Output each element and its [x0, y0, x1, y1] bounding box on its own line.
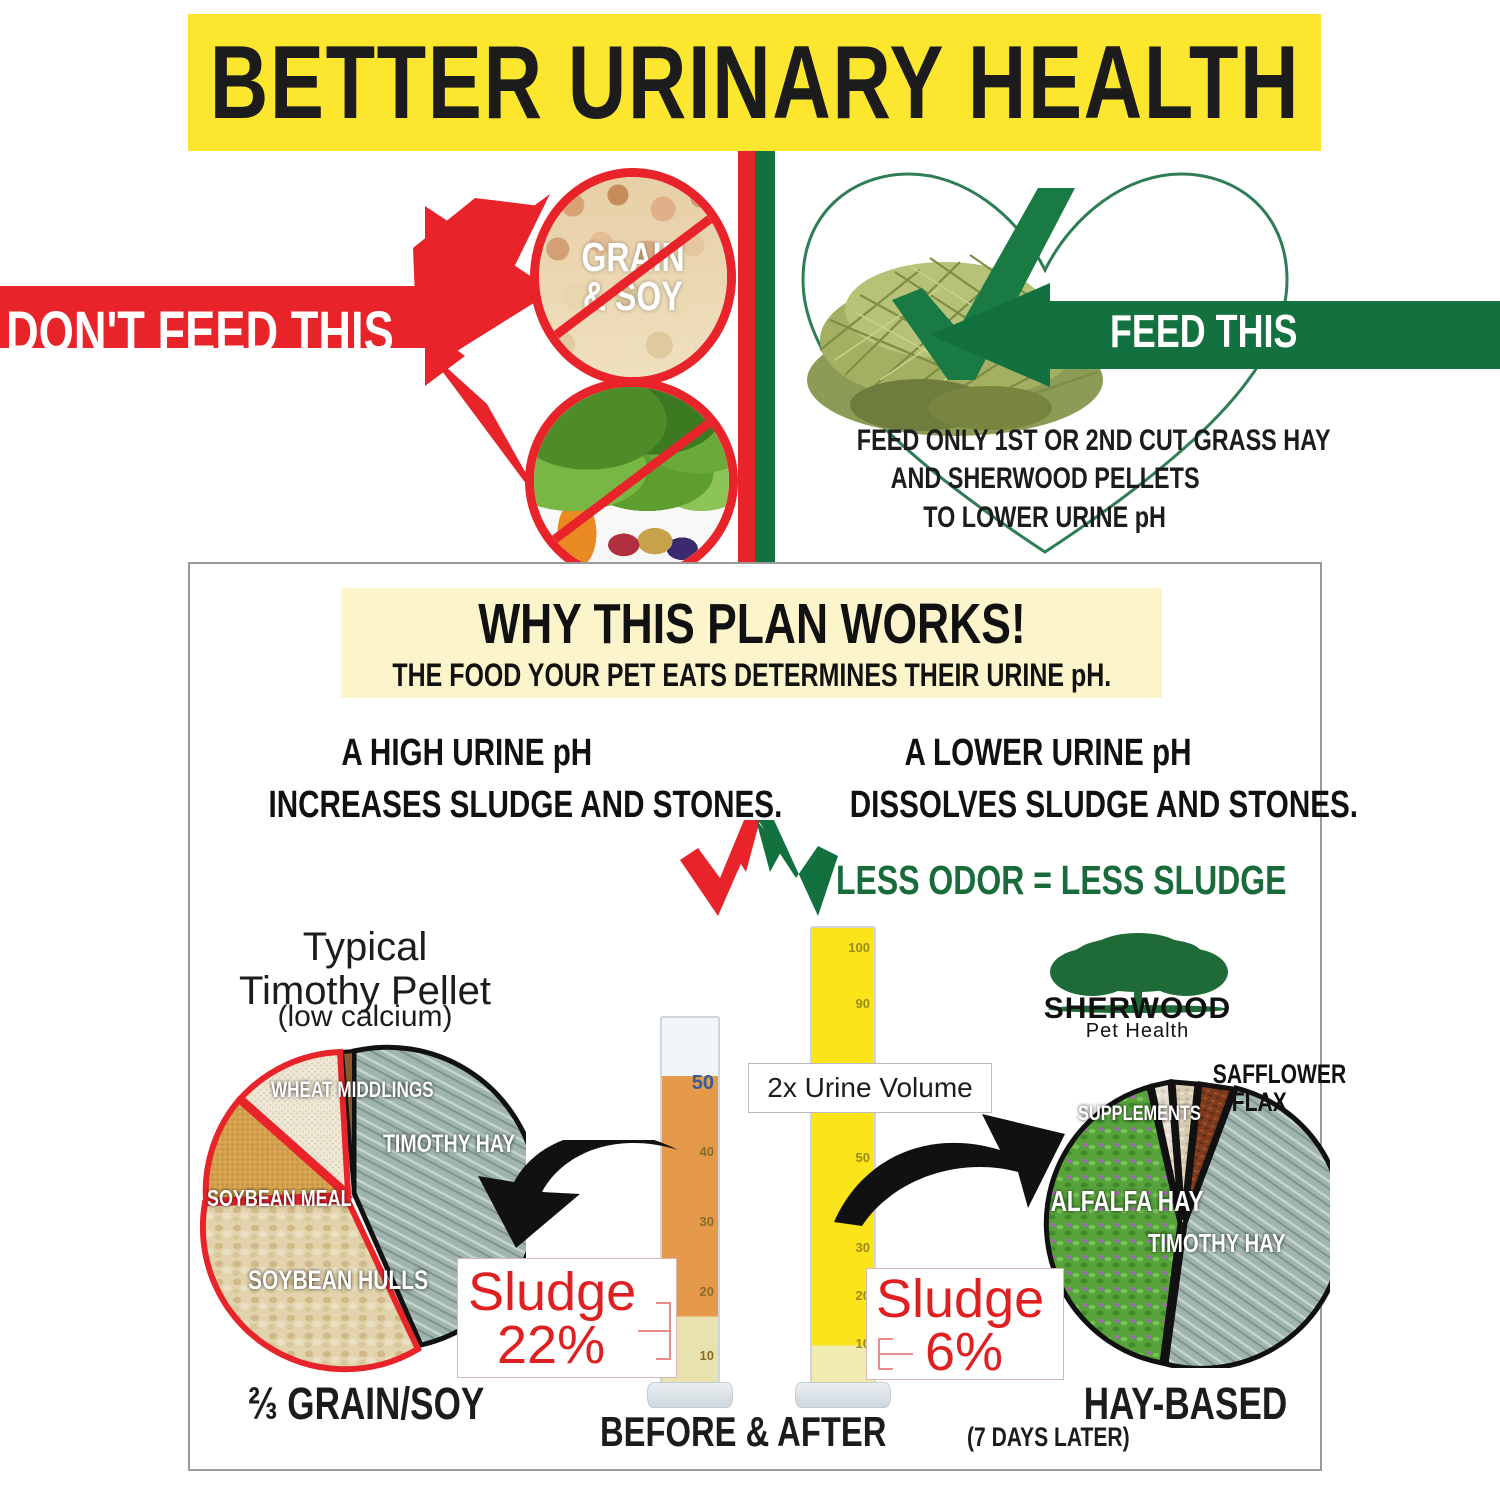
sludge-before-percent: 22%: [497, 1315, 606, 1375]
safflower-text: SAFFLOWER: [1212, 1059, 1347, 1089]
timothy-hay-left-text: TIMOTHY HAY: [383, 1130, 516, 1158]
brand-name: SHERWOOD: [1043, 992, 1232, 1025]
soybean-hulls-text: SOYBEAN HULLS: [248, 1265, 429, 1295]
pie-label-alfalfa-hay: ALFALFA HAY: [1029, 1186, 1204, 1219]
high-ph-line-2: INCREASES SLUDGE AND STONES.: [268, 783, 783, 826]
feed-this-label: FEED THIS: [1110, 301, 1410, 361]
page-title: BETTER URINARY HEALTH: [209, 24, 1300, 141]
left-chart-title: Typical Timothy Pellet: [200, 925, 530, 1013]
pie-label-timothy-hay-right: TIMOTHY HAY: [1148, 1228, 1324, 1259]
no-grain-soy-circle: GRAIN & SOY: [530, 168, 736, 386]
pie-label-safflower-flax: SAFFLOWER FLAX: [1194, 1060, 1346, 1118]
dont-feed-arrow-icon: [0, 194, 553, 516]
dont-feed-label: DON'T FEED THIS: [6, 297, 426, 367]
sludge-after-word: Sludge: [876, 1269, 1045, 1329]
flax-text: FLAX: [1231, 1087, 1287, 1118]
dont-feed-text: DON'T FEED THIS: [6, 299, 394, 365]
sherwood-tree-logo-icon: [1048, 933, 1228, 1013]
grain-soy-footer-text: ⅔ GRAIN/SOY: [247, 1378, 484, 1429]
high-ph-line-1: A HIGH URINE pH: [341, 732, 593, 774]
header-banner: BETTER URINARY HEALTH: [188, 14, 1321, 151]
wheat-middlings-text: WHEAT MIDDLINGS: [270, 1077, 434, 1102]
less-odor-statement: LESS ODOR = LESS SLUDGE: [836, 857, 1316, 904]
sludge-after-percent: 6%: [925, 1322, 1004, 1382]
left-chart-subtitle: (low calcium): [277, 1000, 453, 1033]
urine-volume-label: 2x Urine Volume: [748, 1063, 992, 1113]
before-after-caption: BEFORE & AFTER (7 DAYS LATER): [600, 1408, 1130, 1456]
low-ph-statement: A LOWER URINE pH DISSOLVES SLUDGE AND ST…: [778, 728, 1358, 831]
before-after-note-text: (7 DAYS LATER): [967, 1422, 1130, 1452]
curved-arrow-left-icon: [478, 1140, 678, 1248]
no-vegetables-circle: [525, 378, 738, 584]
feed-this-text: FEED THIS: [1110, 305, 1298, 357]
feed-note-line-2: AND SHERWOOD PELLETS: [890, 462, 1200, 496]
down-arrow-red-icon: [680, 820, 760, 916]
right-chart-footer: HAY-BASED: [1040, 1378, 1330, 1430]
left-chart-title-line-1: Typical: [302, 925, 428, 969]
sludge-before-callout-box: [457, 1258, 677, 1378]
feed-note: FEED ONLY 1ST OR 2ND CUT GRASS HAY AND S…: [790, 422, 1331, 537]
cylinder-base: [795, 1382, 891, 1408]
high-ph-statement: A HIGH URINE pH INCREASES SLUDGE AND STO…: [196, 728, 782, 831]
pie-label-soybean-meal: SOYBEAN MEAL: [207, 1185, 392, 1212]
sludge-after-callout-box: [866, 1268, 1064, 1380]
why-banner-subtitle: THE FOOD YOUR PET EATS DETERMINES THEIR …: [392, 656, 1111, 693]
low-ph-line-1: A LOWER URINE pH: [904, 732, 1192, 774]
alfalfa-hay-text: ALFALFA HAY: [1050, 1186, 1204, 1218]
low-ph-line-2: DISSOLVES SLUDGE AND STONES.: [849, 783, 1359, 826]
supplements-text: SUPPLEMENTS: [1078, 1102, 1201, 1125]
less-odor-text: LESS ODOR = LESS SLUDGE: [836, 857, 1287, 903]
left-chart-footer: ⅔ GRAIN/SOY: [196, 1378, 536, 1430]
brand-tagline: Pet Health: [1085, 1020, 1190, 1042]
down-arrow-green-icon: [756, 820, 838, 916]
curved-arrow-right-icon: [834, 1114, 1065, 1226]
feed-note-line-3: TO LOWER URINE pH: [923, 500, 1167, 534]
feed-this-arrow-icon: [930, 283, 1500, 387]
cylinder-base: [646, 1382, 734, 1408]
why-banner-title: WHY THIS PLAN WORKS!: [477, 591, 1026, 656]
pie-label-wheat-middlings: WHEAT MIDDLINGS: [248, 1078, 434, 1101]
sludge-before-word: Sludge: [468, 1262, 637, 1322]
left-chart-title-line-2: Timothy Pellet: [239, 969, 491, 1013]
timothy-hay-right-text: TIMOTHY HAY: [1148, 1228, 1286, 1258]
pie-label-timothy-hay-left: TIMOTHY HAY: [383, 1130, 552, 1159]
before-after-text: BEFORE & AFTER: [600, 1408, 887, 1455]
soybean-meal-text: SOYBEAN MEAL: [207, 1185, 352, 1211]
pie-label-supplements: SUPPLEMENTS: [1078, 1102, 1236, 1126]
right-pie-chart: [1043, 1078, 1330, 1368]
why-this-plan-works-banner: WHY THIS PLAN WORKS! THE FOOD YOUR PET E…: [341, 588, 1162, 698]
feed-note-line-1: FEED ONLY 1ST OR 2ND CUT GRASS HAY: [856, 424, 1331, 457]
hay-based-footer-text: HAY-BASED: [1083, 1378, 1287, 1429]
pie-label-soybean-hulls: SOYBEAN HULLS: [248, 1265, 479, 1296]
